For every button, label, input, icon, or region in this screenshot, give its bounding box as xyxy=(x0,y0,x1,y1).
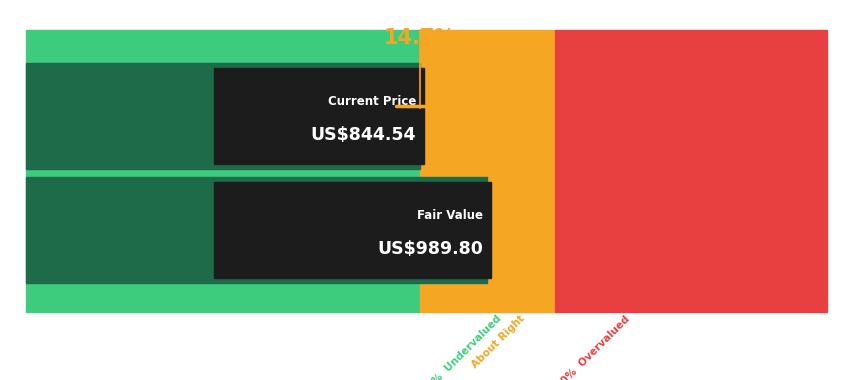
Bar xyxy=(554,30,826,312)
Bar xyxy=(419,30,554,312)
Bar xyxy=(26,177,486,283)
Text: 14.7%: 14.7% xyxy=(383,28,456,48)
Bar xyxy=(214,68,423,164)
Text: US$989.80: US$989.80 xyxy=(377,240,483,258)
Text: 20%  Undervalued: 20% Undervalued xyxy=(419,314,503,380)
Text: 20%  Overvalued: 20% Overvalued xyxy=(554,314,631,380)
Text: US$844.54: US$844.54 xyxy=(310,126,416,144)
Text: About Right: About Right xyxy=(469,314,527,370)
Text: Undervalued: Undervalued xyxy=(377,77,462,90)
Text: Fair Value: Fair Value xyxy=(417,209,483,222)
Text: Current Price: Current Price xyxy=(327,95,416,108)
Bar xyxy=(214,182,491,278)
Bar xyxy=(26,30,419,312)
Bar xyxy=(26,63,419,169)
